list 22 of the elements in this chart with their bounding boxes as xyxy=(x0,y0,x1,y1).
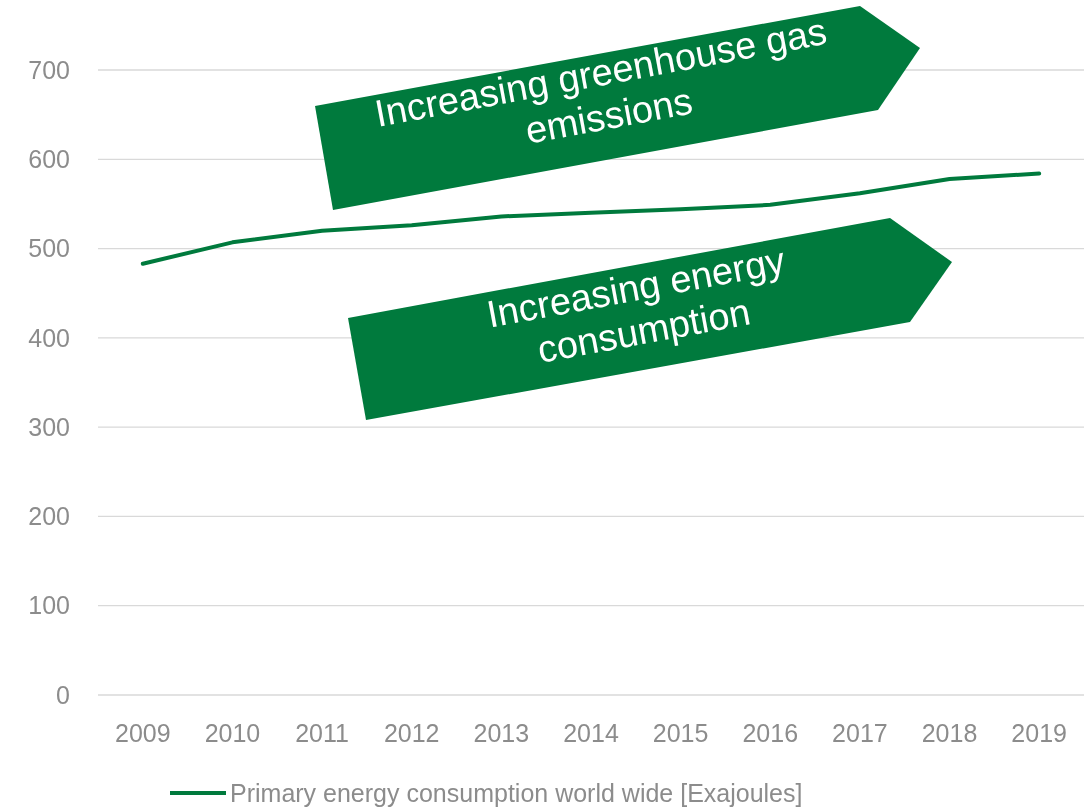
x-tick-label: 2012 xyxy=(383,718,440,747)
x-tick-label: 2019 xyxy=(1011,718,1067,747)
x-tick-label: 2018 xyxy=(921,718,978,747)
y-tick-label: 600 xyxy=(28,145,70,174)
x-tick-label: 2016 xyxy=(742,718,799,747)
y-tick-label: 200 xyxy=(28,502,70,531)
x-tick-label: 2015 xyxy=(652,718,709,747)
y-tick-label: 100 xyxy=(28,591,70,620)
x-tick-label: 2013 xyxy=(473,718,530,747)
y-tick-label: 700 xyxy=(28,55,70,84)
x-tick-label: 2014 xyxy=(563,718,619,747)
y-tick-label: 500 xyxy=(28,234,70,263)
annotation: Increasing greenhouse gas emissions xyxy=(371,9,831,152)
x-tick-label: 2017 xyxy=(832,718,888,747)
x-tick-label: 2009 xyxy=(115,718,171,747)
annotation: Increasing energy consumption xyxy=(483,239,789,371)
legend-label: Primary energy consumption world wide [Exajoules] xyxy=(230,778,803,807)
x-tick-label: 2010 xyxy=(204,718,261,747)
y-tick-label: 300 xyxy=(28,412,70,441)
y-tick-label: 400 xyxy=(28,323,70,352)
y-tick-label: 0 xyxy=(56,680,70,709)
x-tick-label: 2011 xyxy=(295,718,349,747)
